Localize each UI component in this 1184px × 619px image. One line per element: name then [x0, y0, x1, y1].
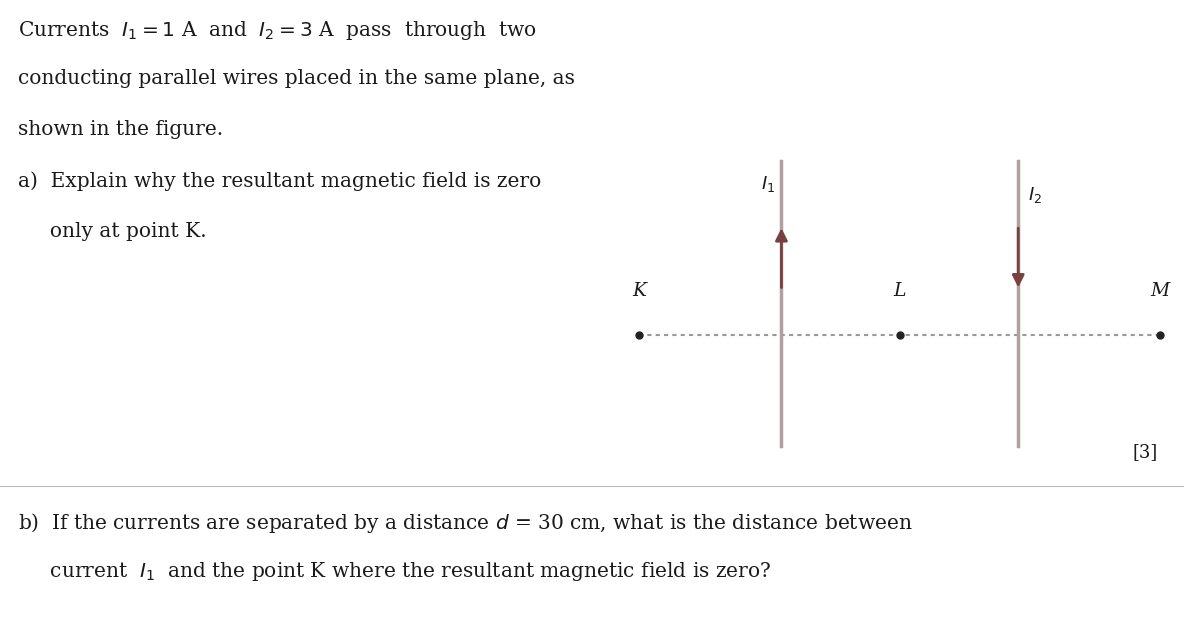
- Text: L: L: [894, 282, 906, 300]
- Text: only at point K.: only at point K.: [18, 222, 206, 241]
- Text: a)  Explain why the resultant magnetic field is zero: a) Explain why the resultant magnetic fi…: [18, 171, 541, 191]
- Text: [3]: [3]: [1133, 443, 1158, 461]
- Text: $I_1$: $I_1$: [761, 174, 776, 194]
- Text: conducting parallel wires placed in the same plane, as: conducting parallel wires placed in the …: [18, 69, 574, 89]
- Text: M: M: [1151, 282, 1170, 300]
- Text: K: K: [632, 282, 646, 300]
- Text: current  $I_1$  and the point K where the resultant magnetic field is zero?: current $I_1$ and the point K where the …: [18, 560, 771, 583]
- Text: $I_2$: $I_2$: [1028, 184, 1042, 204]
- Text: Currents  $I_1 = 1$ A  and  $I_2 = 3$ A  pass  through  two: Currents $I_1 = 1$ A and $I_2 = 3$ A pas…: [18, 19, 536, 41]
- Text: shown in the figure.: shown in the figure.: [18, 120, 223, 139]
- Text: b)  If the currents are separated by a distance $d$ = 30 cm, what is the distanc: b) If the currents are separated by a di…: [18, 511, 913, 535]
